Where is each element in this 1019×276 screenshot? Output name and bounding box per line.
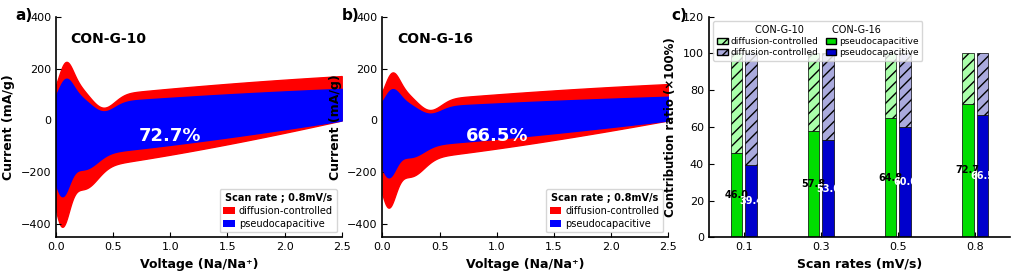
Text: 66.5%: 66.5% xyxy=(465,127,528,145)
Bar xyxy=(899,53,910,127)
Bar xyxy=(975,53,987,115)
Text: 66.5: 66.5 xyxy=(969,171,994,181)
X-axis label: Voltage (Na/Na⁺): Voltage (Na/Na⁺) xyxy=(140,258,258,271)
Y-axis label: Contribution ratio (×100%): Contribution ratio (×100%) xyxy=(663,37,677,217)
Text: 64.8: 64.8 xyxy=(877,173,902,183)
Text: 60.0: 60.0 xyxy=(893,177,916,187)
X-axis label: Voltage (Na/Na⁺): Voltage (Na/Na⁺) xyxy=(466,258,584,271)
Text: c): c) xyxy=(671,8,687,23)
Text: 53.0: 53.0 xyxy=(815,184,840,193)
Text: 39.4: 39.4 xyxy=(738,196,762,206)
Text: 72.7%: 72.7% xyxy=(139,127,202,145)
Bar xyxy=(730,53,742,153)
Text: a): a) xyxy=(15,8,33,23)
Bar xyxy=(961,53,972,104)
Bar xyxy=(807,131,818,237)
Legend: diffusion-controlled, pseudocapacitive: diffusion-controlled, pseudocapacitive xyxy=(545,189,662,232)
Text: 72.7: 72.7 xyxy=(955,166,979,176)
Text: CON-G-16: CON-G-16 xyxy=(396,32,473,46)
Bar xyxy=(745,165,756,237)
Bar xyxy=(807,53,818,131)
Text: CON-G-10: CON-G-10 xyxy=(70,32,147,46)
Bar xyxy=(899,127,910,237)
Bar xyxy=(883,118,896,237)
Bar xyxy=(961,104,972,237)
Bar xyxy=(975,115,987,237)
Bar xyxy=(745,53,756,165)
Text: 46.0: 46.0 xyxy=(723,190,748,200)
Bar xyxy=(883,53,896,118)
Y-axis label: Current (mA/g): Current (mA/g) xyxy=(328,74,341,180)
Bar xyxy=(821,140,834,237)
Y-axis label: Current (mA/g): Current (mA/g) xyxy=(2,74,15,180)
Bar xyxy=(821,53,834,140)
Text: b): b) xyxy=(341,8,359,23)
X-axis label: Scan rates (mV/s): Scan rates (mV/s) xyxy=(796,258,921,271)
Text: 57.8: 57.8 xyxy=(801,179,824,189)
Bar xyxy=(730,153,742,237)
Legend: diffusion-controlled, pseudocapacitive: diffusion-controlled, pseudocapacitive xyxy=(219,189,336,232)
Legend: diffusion-controlled, diffusion-controlled, pseudocapacitive, pseudocapacitive: diffusion-controlled, diffusion-controll… xyxy=(712,21,921,61)
